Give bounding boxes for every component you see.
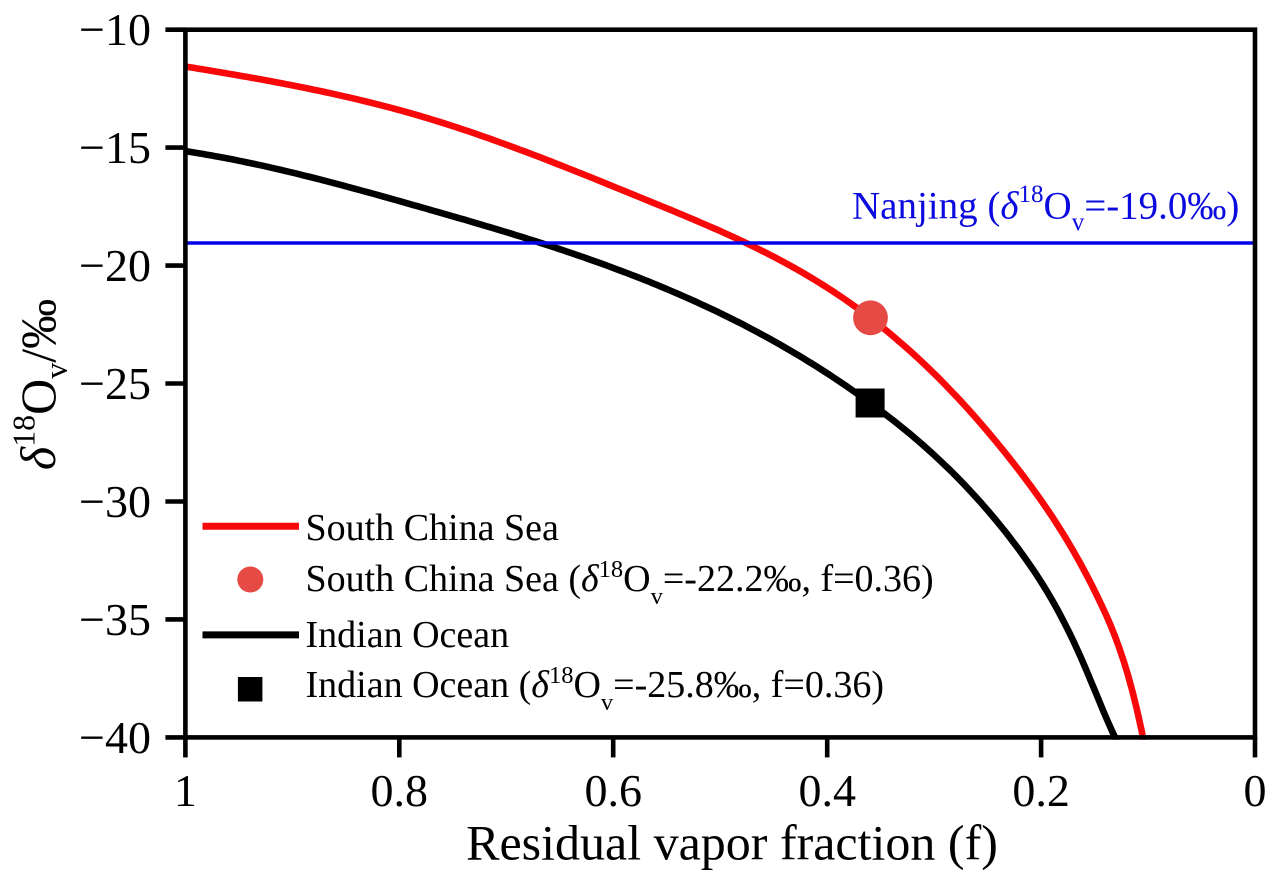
svg-text:South China Sea: South China Sea <box>306 507 559 549</box>
svg-text:0: 0 <box>1244 765 1267 816</box>
svg-text:0.6: 0.6 <box>584 765 642 816</box>
svg-text:−10: −10 <box>79 4 151 55</box>
svg-text:1: 1 <box>174 765 197 816</box>
svg-text:Indian Ocean: Indian Ocean <box>306 614 510 656</box>
svg-text:−20: −20 <box>79 240 151 291</box>
svg-text:−30: −30 <box>79 476 151 527</box>
svg-text:0.4: 0.4 <box>798 765 856 816</box>
svg-text:0.2: 0.2 <box>1012 765 1070 816</box>
svg-text:−15: −15 <box>79 122 151 173</box>
svg-text:Residual vapor fraction (f): Residual vapor fraction (f) <box>466 815 998 871</box>
svg-text:−40: −40 <box>79 712 151 763</box>
svg-text:−35: −35 <box>79 594 151 645</box>
svg-text:−25: −25 <box>79 358 151 409</box>
svg-text:Nanjing (δ18Ov=-19.0‰): Nanjing (δ18Ov=-19.0‰) <box>852 181 1239 236</box>
svg-text:δ18Ov/‰: δ18Ov/‰ <box>5 299 73 470</box>
svg-text:0.8: 0.8 <box>371 765 429 816</box>
